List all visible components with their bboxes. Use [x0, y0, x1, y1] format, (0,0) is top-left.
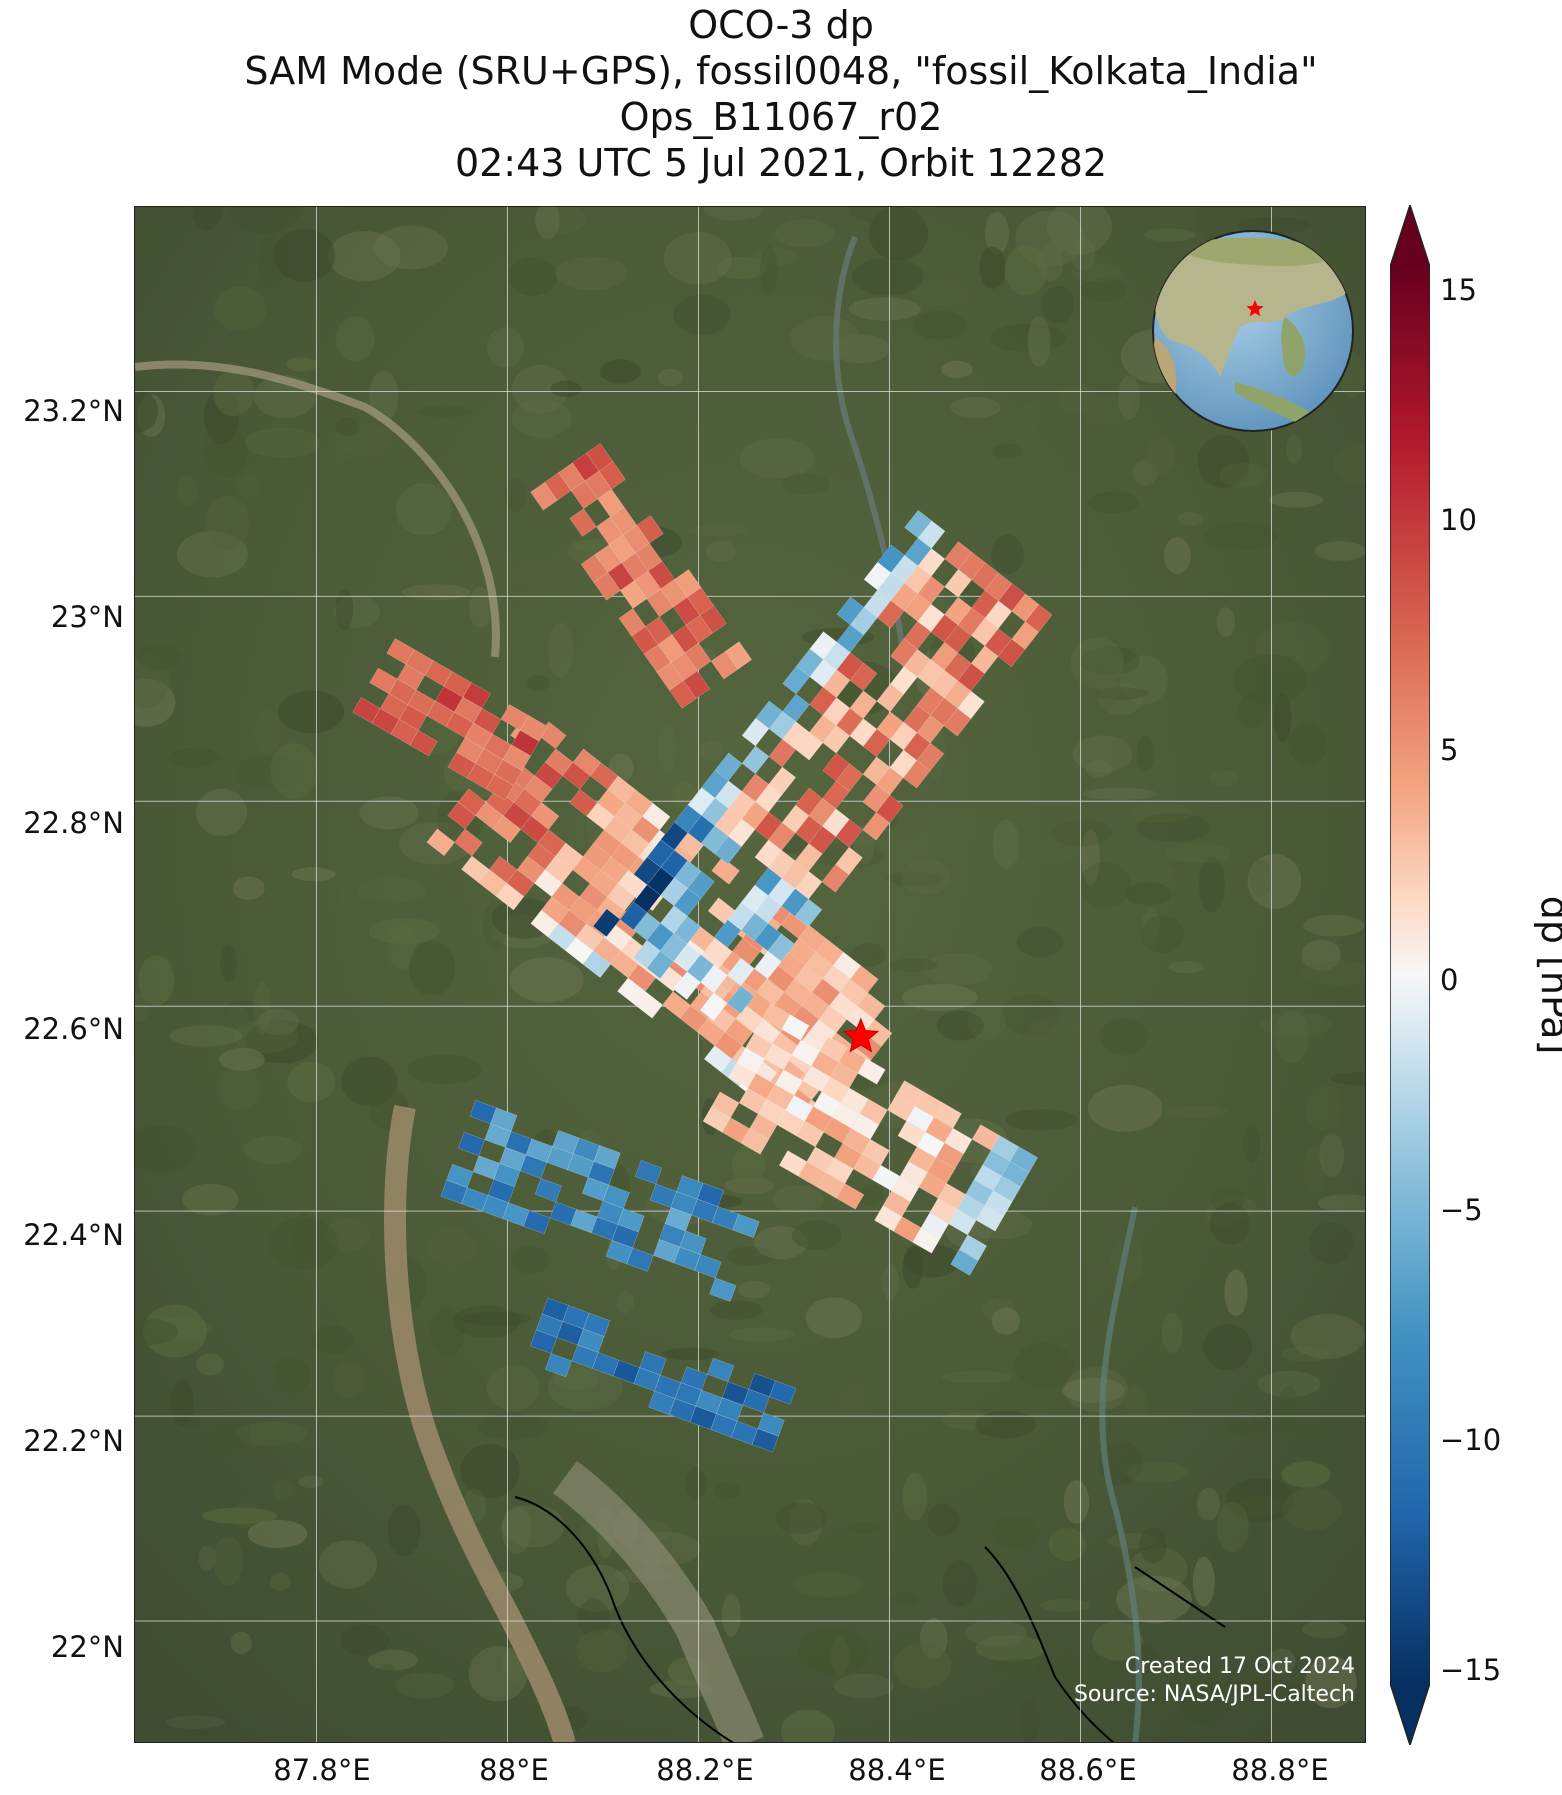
lat-tick-label: 22.6°N — [23, 1012, 124, 1046]
estuary-south — [552, 1461, 764, 1742]
sounding-footprint — [710, 651, 739, 680]
sounding-footprint — [890, 638, 918, 667]
colorbar-tick-label: −5 — [1440, 1193, 1483, 1227]
colorbar-tick-label: 5 — [1440, 733, 1459, 767]
title-line-1: OCO-3 dp — [688, 3, 874, 47]
sounding-footprint — [732, 1213, 760, 1238]
sounding-footprint — [523, 1209, 551, 1235]
sounding-footprint — [857, 1058, 886, 1085]
sounding-footprints — [352, 443, 1053, 1453]
sounding-footprint — [863, 561, 892, 591]
sounding-footprint — [593, 572, 621, 601]
sounding-footprint — [632, 939, 661, 969]
title-line-4: 02:43 UTC 5 Jul 2021, Orbit 12282 — [454, 141, 1108, 185]
credit-created: Created 17 Oct 2024 — [1125, 1654, 1355, 1679]
sounding-footprint — [569, 508, 597, 537]
sounding-footprint — [669, 680, 697, 709]
colorbar-tick-label: 15 — [1440, 273, 1477, 307]
title-line-3: Ops_B11067_r02 — [619, 95, 943, 139]
river-rupnarayan — [135, 360, 500, 658]
lon-tick-label: 88°E — [479, 1753, 549, 1787]
sounding-footprint — [836, 1183, 865, 1210]
inset-globe — [1152, 230, 1354, 432]
sounding-footprint — [633, 856, 662, 886]
sounding-footprint — [592, 908, 621, 938]
colorbar-extend-top — [1390, 205, 1430, 267]
colorbar-tick-label: 10 — [1440, 503, 1477, 537]
sounding-footprint — [492, 815, 522, 844]
colorbar-tick-label: −15 — [1440, 1653, 1502, 1687]
sounding-footprint — [699, 992, 728, 1021]
sounding-footprint — [673, 971, 701, 1000]
sounding-footprint — [912, 1227, 941, 1254]
lat-tick-label: 22.4°N — [23, 1218, 124, 1252]
sounding-footprint — [530, 482, 558, 511]
terrain-texture — [135, 207, 1365, 1742]
sounding-footprint — [741, 717, 770, 747]
sounding-footprint — [782, 665, 811, 695]
lat-tick-label: 23°N — [50, 600, 124, 634]
sounding-footprint — [904, 509, 932, 539]
river-southeast — [1099, 1206, 1142, 1742]
lon-tick-label: 88.2°E — [656, 1753, 754, 1787]
map-canvas[interactable]: Created 17 Oct 2024 Source: NASA/JPL-Cal… — [135, 207, 1366, 1743]
colorbar-gradient — [1390, 267, 1430, 1683]
map-panel[interactable]: Created 17 Oct 2024 Source: NASA/JPL-Cal… — [134, 206, 1366, 1743]
colorbar-tick-label: −10 — [1440, 1423, 1502, 1457]
sounding-footprint — [711, 856, 740, 885]
sounding-footprint — [634, 991, 663, 1019]
lon-tick-label: 88.6°E — [1039, 1753, 1137, 1787]
lat-tick-label: 23.2°N — [23, 394, 124, 428]
lat-tick-label: 22.8°N — [23, 806, 124, 840]
sounding-footprint — [713, 919, 742, 948]
colorbar-label: dp [hPa] — [1533, 895, 1562, 1055]
colorbar-extend-bottom — [1390, 1683, 1430, 1745]
sounding-footprint — [950, 1249, 979, 1276]
sounding-footprint — [626, 1247, 654, 1272]
sounding-footprint — [769, 1380, 797, 1405]
rivers — [135, 235, 1142, 1742]
sounding-footprint — [426, 828, 455, 857]
colorbar — [1390, 205, 1430, 1745]
colorbar-tick-label: 0 — [1440, 963, 1459, 997]
title-line-2: SAM Mode (SRU+GPS), fossil0048, "fossil_… — [244, 49, 1318, 93]
sounding-footprint — [862, 784, 891, 813]
river-hooghly — [384, 1104, 576, 1742]
sounding-footprint — [740, 1128, 770, 1155]
sounding-footprint — [582, 950, 611, 979]
globe-target-star-icon — [1246, 300, 1264, 317]
lon-tick-label: 88.8°E — [1231, 1753, 1329, 1787]
sounding-footprint — [485, 774, 514, 801]
target-marker — [842, 1017, 880, 1053]
sounding-footprint — [751, 1428, 779, 1453]
sounding-footprint — [544, 1353, 573, 1378]
sounding-footprint — [822, 752, 850, 782]
target-star-icon — [842, 1017, 880, 1053]
lat-tick-label: 22.2°N — [23, 1424, 124, 1458]
sounding-footprint — [409, 730, 438, 757]
credit-source: Source: NASA/JPL-Caltech — [1074, 1682, 1355, 1707]
sounding-footprint — [754, 839, 783, 869]
sounding-footprint — [975, 1205, 1005, 1232]
lat-tick-label: 22°N — [50, 1630, 124, 1664]
sounding-footprint — [709, 1277, 737, 1302]
sounding-footprint — [836, 596, 865, 626]
lon-tick-label: 87.8°E — [273, 1753, 371, 1787]
lon-tick-label: 88.4°E — [848, 1753, 946, 1787]
sounding-footprint — [495, 882, 525, 911]
